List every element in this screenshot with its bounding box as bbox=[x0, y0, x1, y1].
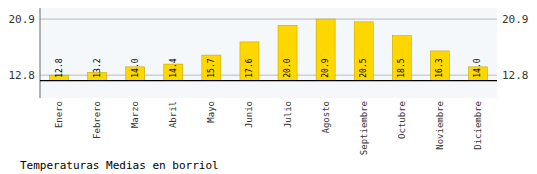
bars bbox=[50, 19, 488, 81]
bar bbox=[316, 19, 335, 81]
x-tick-label: Octubre bbox=[397, 101, 407, 139]
data-label: 14.0 bbox=[131, 58, 140, 77]
grid-line bbox=[40, 19, 497, 20]
x-tick-label: Julio bbox=[283, 101, 293, 128]
y-tick-label: 12.8 bbox=[9, 69, 36, 82]
y2-tick-label: 12.8 bbox=[502, 69, 529, 82]
x-tick-label: Agosto bbox=[321, 101, 331, 134]
bar bbox=[240, 42, 259, 81]
x-tick-label: Enero bbox=[54, 101, 64, 128]
plot-background bbox=[40, 8, 497, 98]
x-tick-label: Septiembre bbox=[359, 101, 369, 155]
x-tick-label: Mayo bbox=[206, 101, 216, 123]
baseline bbox=[40, 80, 497, 81]
bar bbox=[202, 55, 221, 81]
y2-tick-label: 20.9 bbox=[502, 13, 529, 26]
bar bbox=[278, 25, 297, 80]
chart-svg: 12.8 12.8 20.9 20.9 12.8 13.2 14.0 14.4 15.7 17.6… bbox=[0, 0, 537, 174]
x-tick-label: Abril bbox=[168, 101, 178, 128]
data-label: 13.2 bbox=[93, 58, 102, 77]
chart-title: Temperaturas Medias en borriol bbox=[20, 159, 219, 172]
data-label: 17.6 bbox=[245, 58, 254, 77]
bar bbox=[354, 22, 373, 81]
bar bbox=[392, 36, 411, 81]
data-label: 15.7 bbox=[207, 58, 216, 77]
data-label: 20.0 bbox=[283, 58, 292, 77]
data-label: 20.9 bbox=[321, 58, 330, 77]
x-tick-label: Diciembre bbox=[473, 101, 483, 150]
bar bbox=[430, 51, 449, 81]
grid-line bbox=[40, 75, 497, 76]
chart-container: 12.8 12.8 20.9 20.9 12.8 13.2 14.0 14.4 15.7 17.6… bbox=[0, 0, 537, 174]
y-tick-label: 20.9 bbox=[9, 13, 36, 26]
x-tick-label: Marzo bbox=[130, 101, 140, 128]
x-tick-label: Noviembre bbox=[435, 101, 445, 150]
x-tick-label: Junio bbox=[244, 101, 254, 128]
data-label: 16.3 bbox=[435, 58, 444, 77]
data-label: 14.0 bbox=[473, 58, 482, 77]
x-tick-label: Febrero bbox=[92, 101, 102, 139]
data-label: 14.4 bbox=[169, 58, 178, 77]
y-axis-line bbox=[40, 8, 41, 98]
data-label: 12.8 bbox=[55, 58, 64, 77]
data-label: 18.5 bbox=[397, 58, 406, 77]
data-label: 20.5 bbox=[359, 58, 368, 77]
